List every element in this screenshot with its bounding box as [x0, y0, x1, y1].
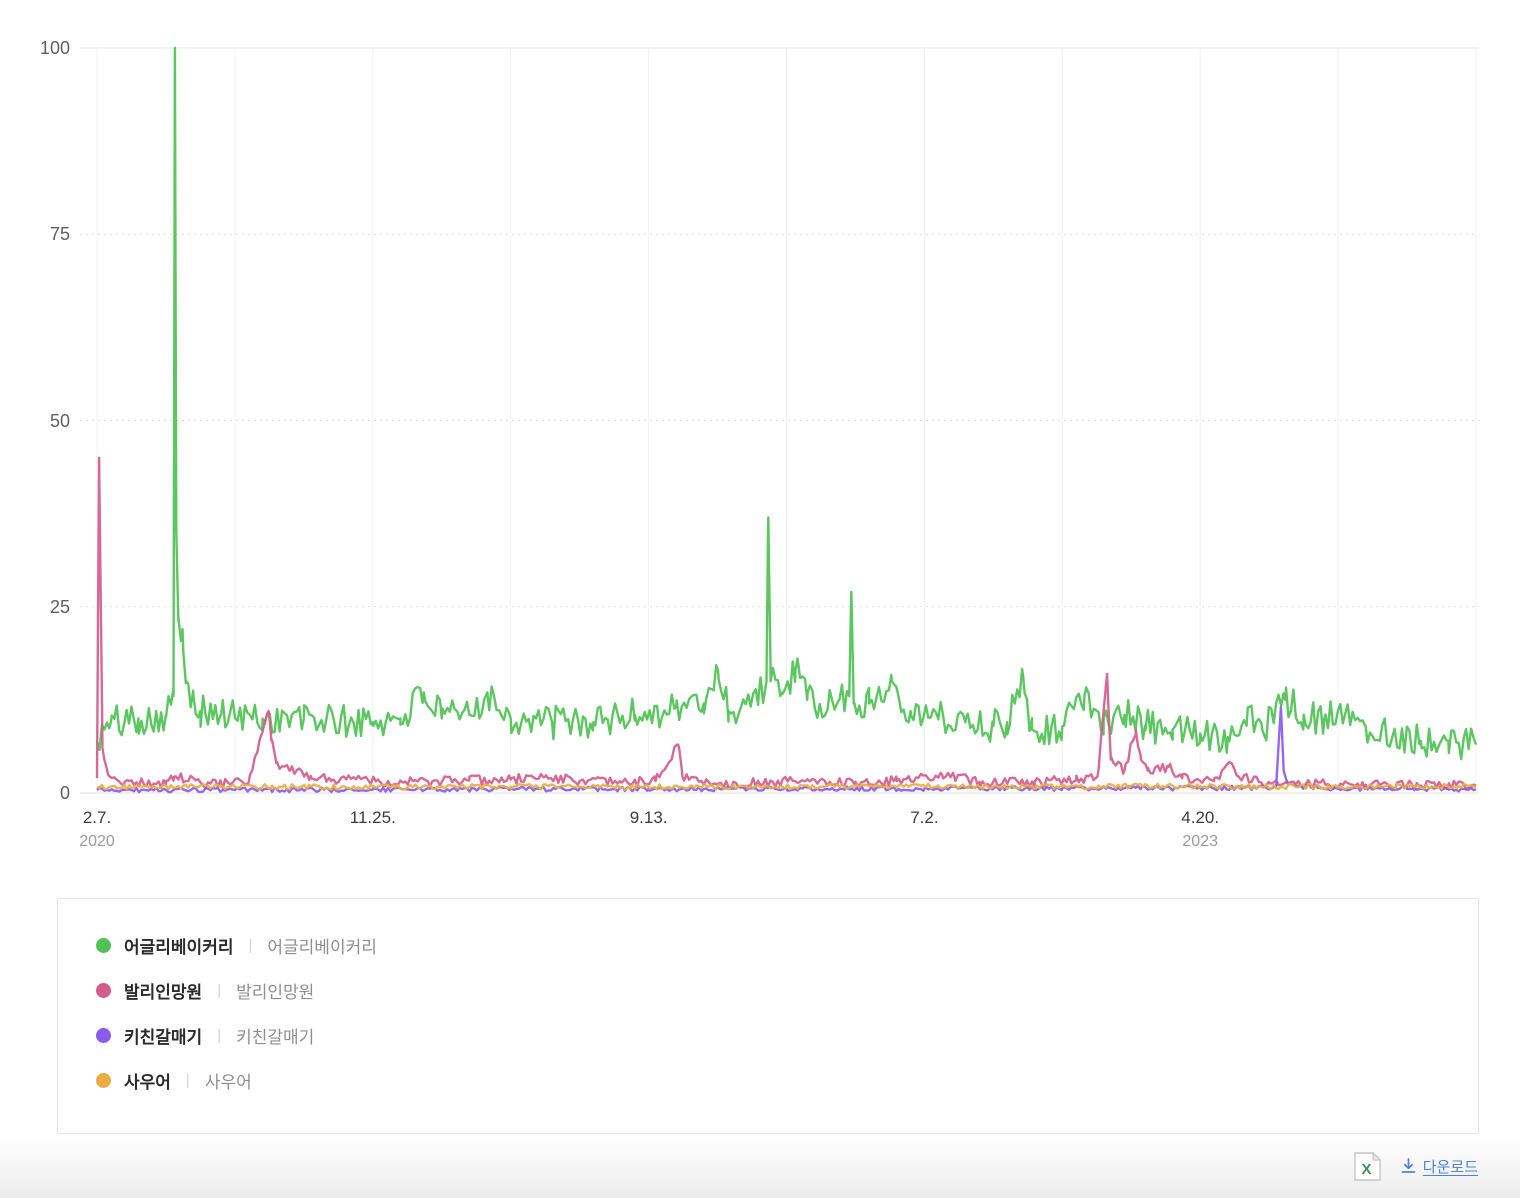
- legend-item-label: 사우어: [124, 1073, 171, 1092]
- y-axis-tick-label: 75: [49, 224, 70, 245]
- legend-color-dot: [96, 938, 111, 953]
- legend-item-label: 어글리베이커리: [124, 938, 234, 957]
- y-axis-tick-label: 50: [49, 410, 70, 431]
- download-arrow-icon: [1401, 1158, 1416, 1173]
- bottom-fade: [0, 1136, 1520, 1198]
- legend-color-dot: [96, 1028, 111, 1043]
- x-axis-tick-label: 11.25.: [349, 808, 396, 827]
- series-line-1: [95, 456, 1477, 792]
- x-axis-year-label: 2023: [1182, 833, 1218, 850]
- download-link[interactable]: 다운로드: [1401, 1156, 1478, 1177]
- legend-separator: |: [217, 982, 222, 999]
- legend-item[interactable]: 키친갈매기 | 키친갈매기: [96, 1013, 1478, 1058]
- legend-item-label: 키친갈매기: [124, 1028, 203, 1047]
- legend-separator: |: [185, 1072, 190, 1089]
- legend-item-sublabel: 사우어: [204, 1073, 252, 1092]
- legend-item[interactable]: 발리인망원 | 발리인망원: [96, 968, 1478, 1013]
- legend-item[interactable]: 사우어 | 사우어: [96, 1058, 1478, 1103]
- download-label: 다운로드: [1422, 1158, 1478, 1176]
- legend-color-dot: [96, 983, 111, 998]
- series-line-0: [95, 46, 1478, 761]
- svg-text:X: X: [1361, 1161, 1371, 1178]
- legend-item-label: 발리인망원: [124, 983, 203, 1002]
- x-axis-tick-label: 2.7.: [82, 808, 112, 827]
- series-line-3: [96, 782, 1477, 791]
- y-axis-tick-label: 100: [39, 38, 70, 58]
- legend-item-sublabel: 발리인망원: [236, 983, 315, 1002]
- y-axis-tick-label: 0: [59, 783, 70, 803]
- legend-color-dot: [96, 1073, 111, 1088]
- x-axis-tick-label: 4.20.: [1181, 808, 1220, 827]
- x-axis-tick-label: 7.2.: [910, 808, 939, 827]
- legend-item-sublabel: 어글리베이커리: [267, 938, 377, 957]
- y-axis-tick-label: 25: [49, 596, 70, 617]
- download-bar: X 다운로드: [1354, 1150, 1478, 1182]
- chart-canvas[interactable]: [0, 0, 1520, 870]
- legend-separator: |: [217, 1027, 222, 1044]
- legend-item-sublabel: 키친갈매기: [236, 1028, 315, 1047]
- legend-item[interactable]: 어글리베이커리 | 어글리베이커리: [96, 923, 1478, 968]
- trend-chart[interactable]: 0 25 50 75 100 2.7. 2020 11.25. 9.13. 7.2. 4.20. 2…: [0, 0, 1520, 870]
- legend-separator: |: [248, 937, 253, 954]
- excel-export-icon[interactable]: X: [1354, 1151, 1382, 1181]
- x-axis-year-label: 2020: [79, 833, 115, 850]
- x-axis-tick-label: 9.13.: [629, 808, 668, 827]
